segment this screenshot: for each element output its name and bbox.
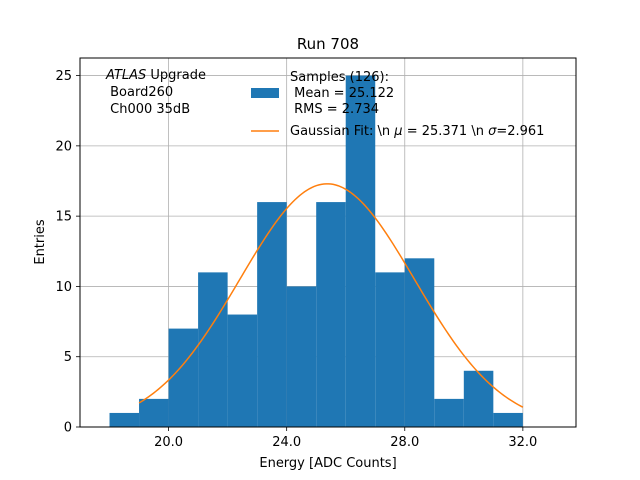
histogram-bar bbox=[375, 272, 405, 427]
atlas-annotation: ATLAS Upgrade Board260 Ch000 35dB bbox=[105, 68, 206, 117]
gaussian-fit-line bbox=[138, 183, 524, 408]
y-tick-label: 15 bbox=[55, 210, 72, 225]
annotation-upgrade: Upgrade bbox=[146, 68, 206, 83]
histogram-bar bbox=[345, 75, 376, 428]
x-tick-label: 28.0 bbox=[390, 435, 419, 450]
histogram-bar bbox=[139, 398, 169, 427]
histogram-bar bbox=[168, 328, 199, 427]
histogram-bars bbox=[109, 75, 523, 428]
annotation-line-3: Ch000 35dB bbox=[106, 102, 190, 117]
annotation-line-2: Board260 bbox=[106, 85, 173, 100]
y-axis-ticks: 0 5 10 15 20 25 bbox=[55, 69, 80, 436]
histogram-bar bbox=[257, 202, 287, 427]
histogram-bar bbox=[227, 314, 258, 427]
histogram-bar bbox=[463, 370, 494, 427]
legend-fit-label: Gaussian Fit: \n μ = 25.371 \n σ=2.961 bbox=[290, 124, 544, 139]
histogram-bar bbox=[404, 258, 435, 427]
x-tick-label: 24.0 bbox=[272, 435, 301, 450]
y-tick-label: 5 bbox=[64, 350, 72, 365]
histogram-bar bbox=[198, 272, 228, 427]
legend: Samples (126): Mean = 25.122 RMS = 2.734… bbox=[251, 70, 544, 139]
legend-fit-mu: μ bbox=[393, 124, 402, 139]
y-tick-label: 20 bbox=[55, 139, 72, 154]
y-axis-label: Entries bbox=[33, 219, 48, 265]
histogram-bar bbox=[493, 412, 523, 427]
histogram-bar bbox=[109, 412, 140, 427]
histogram-bar bbox=[316, 202, 346, 427]
y-tick-label: 0 bbox=[64, 421, 72, 436]
legend-fit-mu-value: = 25.371 \n bbox=[403, 124, 489, 139]
plot-frame bbox=[79, 57, 577, 428]
legend-fit-prefix: Gaussian Fit: \n bbox=[290, 124, 394, 139]
chart-title: Run 708 bbox=[297, 35, 359, 53]
x-axis-ticks: 20.0 24.0 28.0 32.0 bbox=[154, 427, 537, 450]
legend-samples-line-3: RMS = 2.734 bbox=[290, 102, 379, 117]
x-axis-label: Energy [ADC Counts] bbox=[259, 456, 396, 471]
legend-samples-line-1: Samples (126): bbox=[290, 70, 389, 85]
annotation-line-1: ATLAS Upgrade bbox=[105, 68, 206, 83]
legend-fit-sigma-value: =2.961 bbox=[496, 124, 544, 139]
y-tick-label: 10 bbox=[55, 280, 72, 295]
histogram-bar bbox=[286, 286, 317, 427]
x-tick-label: 20.0 bbox=[154, 435, 183, 450]
legend-swatch-samples bbox=[251, 88, 279, 98]
gaussian-fit bbox=[138, 183, 524, 408]
legend-samples-line-2: Mean = 25.122 bbox=[290, 86, 394, 101]
y-tick-label: 25 bbox=[55, 69, 72, 84]
x-tick-label: 32.0 bbox=[508, 435, 537, 450]
histogram-bar bbox=[434, 398, 464, 427]
annotation-atlas: ATLAS bbox=[105, 68, 146, 83]
legend-fit-sigma: σ bbox=[488, 124, 497, 139]
